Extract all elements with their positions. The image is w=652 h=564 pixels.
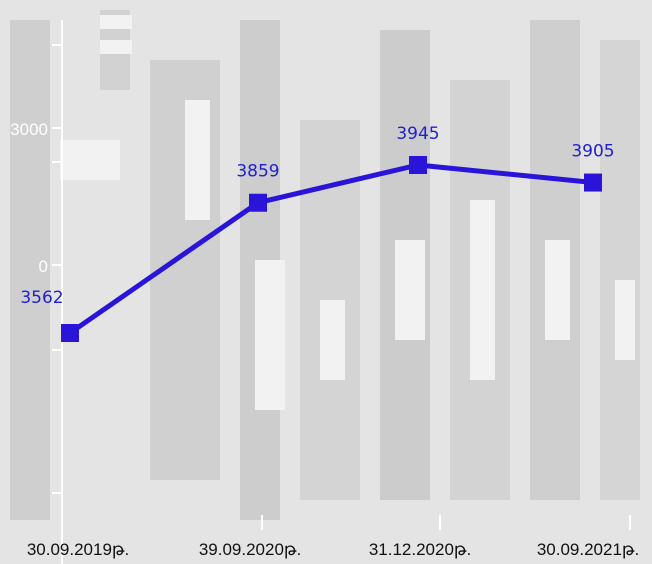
series-line <box>68 162 594 336</box>
y-tick-label: 3000 <box>10 120 48 139</box>
x-axis-label: 39.09.2020թ. <box>199 540 301 559</box>
x-axis-label: 30.09.2021թ. <box>537 540 639 559</box>
data-point-marker <box>409 156 427 174</box>
series-markers <box>61 156 602 342</box>
y-axis-ticks <box>52 44 62 494</box>
data-label: 3905 <box>571 142 614 162</box>
data-label: 3945 <box>396 124 439 144</box>
x-axis-label: 31.12.2020թ. <box>369 540 471 559</box>
x-axis-ticks <box>61 515 631 530</box>
y-tick-label: 0 <box>39 257 48 276</box>
data-point-marker <box>249 193 267 212</box>
data-label: 3562 <box>20 288 63 308</box>
x-axis-tick-labels: 30.09.2019թ. 39.09.2020թ. 31.12.2020թ. 30.0… <box>27 540 639 559</box>
data-point-marker <box>61 324 79 342</box>
x-axis-label: 30.09.2019թ. <box>27 540 129 559</box>
data-label: 3859 <box>236 162 279 182</box>
data-labels: 3562 3859 3945 3905 <box>20 124 614 308</box>
data-point-marker <box>584 173 602 192</box>
y-axis-tick-labels: 3000 0 <box>10 120 48 276</box>
